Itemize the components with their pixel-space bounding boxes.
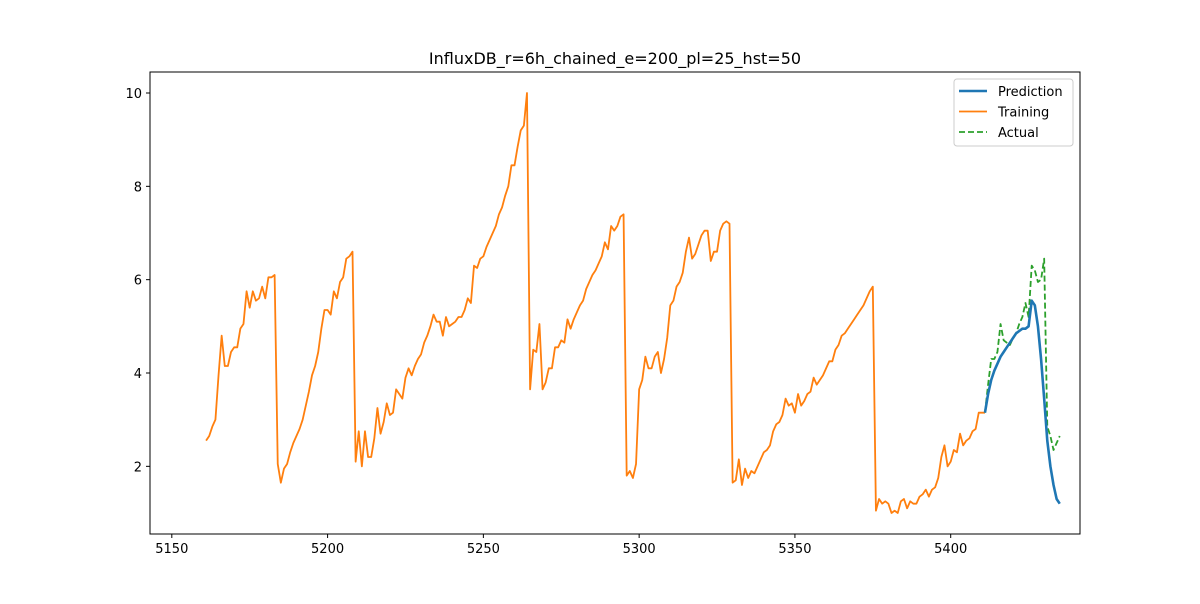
y-tick-label: 4 [134, 367, 142, 382]
y-tick-label: 2 [134, 460, 142, 475]
x-tick-label: 5300 [623, 542, 656, 557]
x-tick-label: 5400 [934, 542, 967, 557]
chart-title: InfluxDB_r=6h_chained_e=200_pl=25_hst=50 [429, 49, 801, 69]
axis-ticks: 5150 5200 5250 5300 5350 5400 2 4 6 8 10 [125, 87, 967, 557]
x-tick-label: 5350 [778, 542, 811, 557]
y-tick-label: 10 [125, 87, 142, 102]
x-tick-label: 5250 [467, 542, 500, 557]
legend-box [953, 78, 1074, 147]
legend-label-actual: Actual [998, 126, 1039, 141]
series-line-prediction [983, 299, 1061, 505]
plot-area-frame [149, 71, 1081, 535]
y-tick-label: 8 [134, 180, 142, 195]
legend: Prediction Training Actual [953, 78, 1074, 147]
y-tick-label: 6 [134, 274, 142, 289]
x-tick-label: 5200 [311, 542, 344, 557]
series-line-actual [984, 257, 1061, 451]
legend-label-prediction: Prediction [998, 85, 1063, 100]
legend-label-training: Training [997, 106, 1049, 121]
x-tick-label: 5150 [155, 542, 188, 557]
series-line-training [205, 92, 985, 514]
